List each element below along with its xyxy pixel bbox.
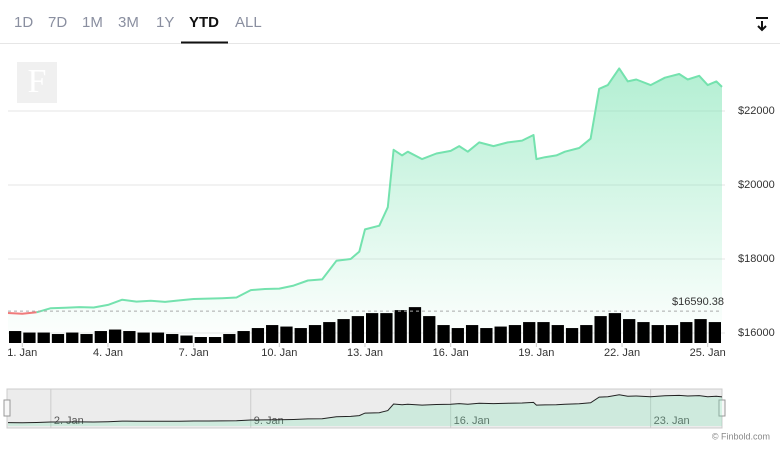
navigator-tick-label: 16. Jan: [454, 415, 490, 427]
range-button[interactable]: YTD: [189, 14, 219, 31]
volume-bar: [651, 325, 664, 343]
volume-bar: [537, 322, 550, 343]
volume-bar: [137, 332, 150, 343]
volume-bar: [508, 325, 522, 343]
x-tick-label: 22. Jan: [604, 347, 640, 359]
volume-bar: [494, 326, 507, 343]
y-tick-label: $20000: [738, 179, 775, 191]
range-button[interactable]: ALL: [235, 14, 262, 31]
volume-bar: [280, 326, 293, 343]
volume-bar: [423, 316, 436, 343]
volume-bar: [708, 322, 721, 343]
volume-bar: [94, 331, 107, 343]
volume-bar: [408, 307, 422, 343]
volume-bar: [637, 322, 650, 343]
volume-bar: [523, 322, 536, 343]
navigator-handle[interactable]: [718, 399, 726, 417]
volume-bar: [380, 313, 393, 343]
volume-bar: [623, 319, 636, 343]
volume-bar: [208, 337, 222, 343]
range-button[interactable]: 7D: [48, 14, 67, 31]
volume-bar: [437, 325, 450, 343]
volume-bar: [480, 328, 493, 343]
volume-bar: [151, 332, 165, 343]
volume-bar: [166, 334, 179, 343]
price-line: [7, 311, 37, 315]
volume-bar: [608, 313, 622, 343]
volume-bar: [665, 325, 679, 343]
volume-bar: [580, 325, 593, 343]
x-tick-label: 1. Jan: [7, 347, 37, 359]
x-tick-label: 19. Jan: [518, 347, 554, 359]
range-button[interactable]: 3M: [118, 14, 139, 31]
volume-bar: [294, 328, 307, 343]
volume-bar: [351, 316, 364, 343]
navigator-area: [8, 394, 722, 426]
volume-bar: [594, 316, 607, 343]
range-button[interactable]: 1M: [82, 14, 103, 31]
x-tick-label: 25. Jan: [690, 347, 726, 359]
navigator-tick-label: 23. Jan: [654, 415, 690, 427]
x-tick-label: 10. Jan: [261, 347, 297, 359]
x-tick-label: 7. Jan: [179, 347, 209, 359]
volume-bar: [394, 310, 407, 343]
volume-bar: [108, 329, 122, 343]
logo: F: [28, 63, 47, 100]
price-line: [36, 67, 723, 314]
y-tick-label: $22000: [738, 105, 775, 117]
navigator-tick-label: 9. Jan: [254, 415, 284, 427]
volume-bar: [680, 322, 693, 343]
volume-bar: [66, 332, 79, 343]
range-button[interactable]: 1D: [14, 14, 33, 31]
logo-box: [17, 62, 57, 103]
volume-bar: [451, 328, 464, 343]
volume-bar: [37, 332, 50, 343]
volume-bar: [551, 325, 564, 343]
navigator-tick-label: 2. Jan: [54, 415, 84, 427]
volume-bar: [266, 325, 279, 343]
volume-bar: [366, 313, 379, 343]
download-button[interactable]: [756, 17, 768, 32]
volume-bar: [123, 331, 136, 343]
volume-bar: [565, 328, 579, 343]
volume-bar: [237, 331, 250, 343]
volume-bar: [251, 328, 265, 343]
price-area: [8, 68, 722, 344]
price-marker-label: $16590.38: [672, 296, 724, 308]
volume-bar: [694, 319, 707, 343]
x-tick-label: 16. Jan: [433, 347, 469, 359]
volume-bar: [180, 335, 193, 343]
y-tick-label: $18000: [738, 253, 775, 265]
navigator-line: [7, 394, 723, 424]
navigator-handle[interactable]: [3, 399, 11, 417]
range-button[interactable]: 1Y: [156, 14, 174, 31]
y-tick-label: $16000: [738, 327, 775, 339]
x-tick-label: 13. Jan: [347, 347, 383, 359]
volume-bar: [308, 325, 322, 343]
volume-bar: [223, 334, 236, 343]
volume-bar: [23, 332, 36, 343]
volume-bar: [51, 334, 65, 343]
volume-bar: [9, 331, 22, 343]
volume-bar: [465, 325, 479, 343]
volume-bar: [323, 322, 336, 343]
x-tick-label: 4. Jan: [93, 347, 123, 359]
volume-bar: [80, 334, 93, 343]
credits: © Finbold.com: [712, 431, 770, 441]
volume-bar: [194, 337, 207, 343]
volume-bar: [337, 319, 350, 343]
